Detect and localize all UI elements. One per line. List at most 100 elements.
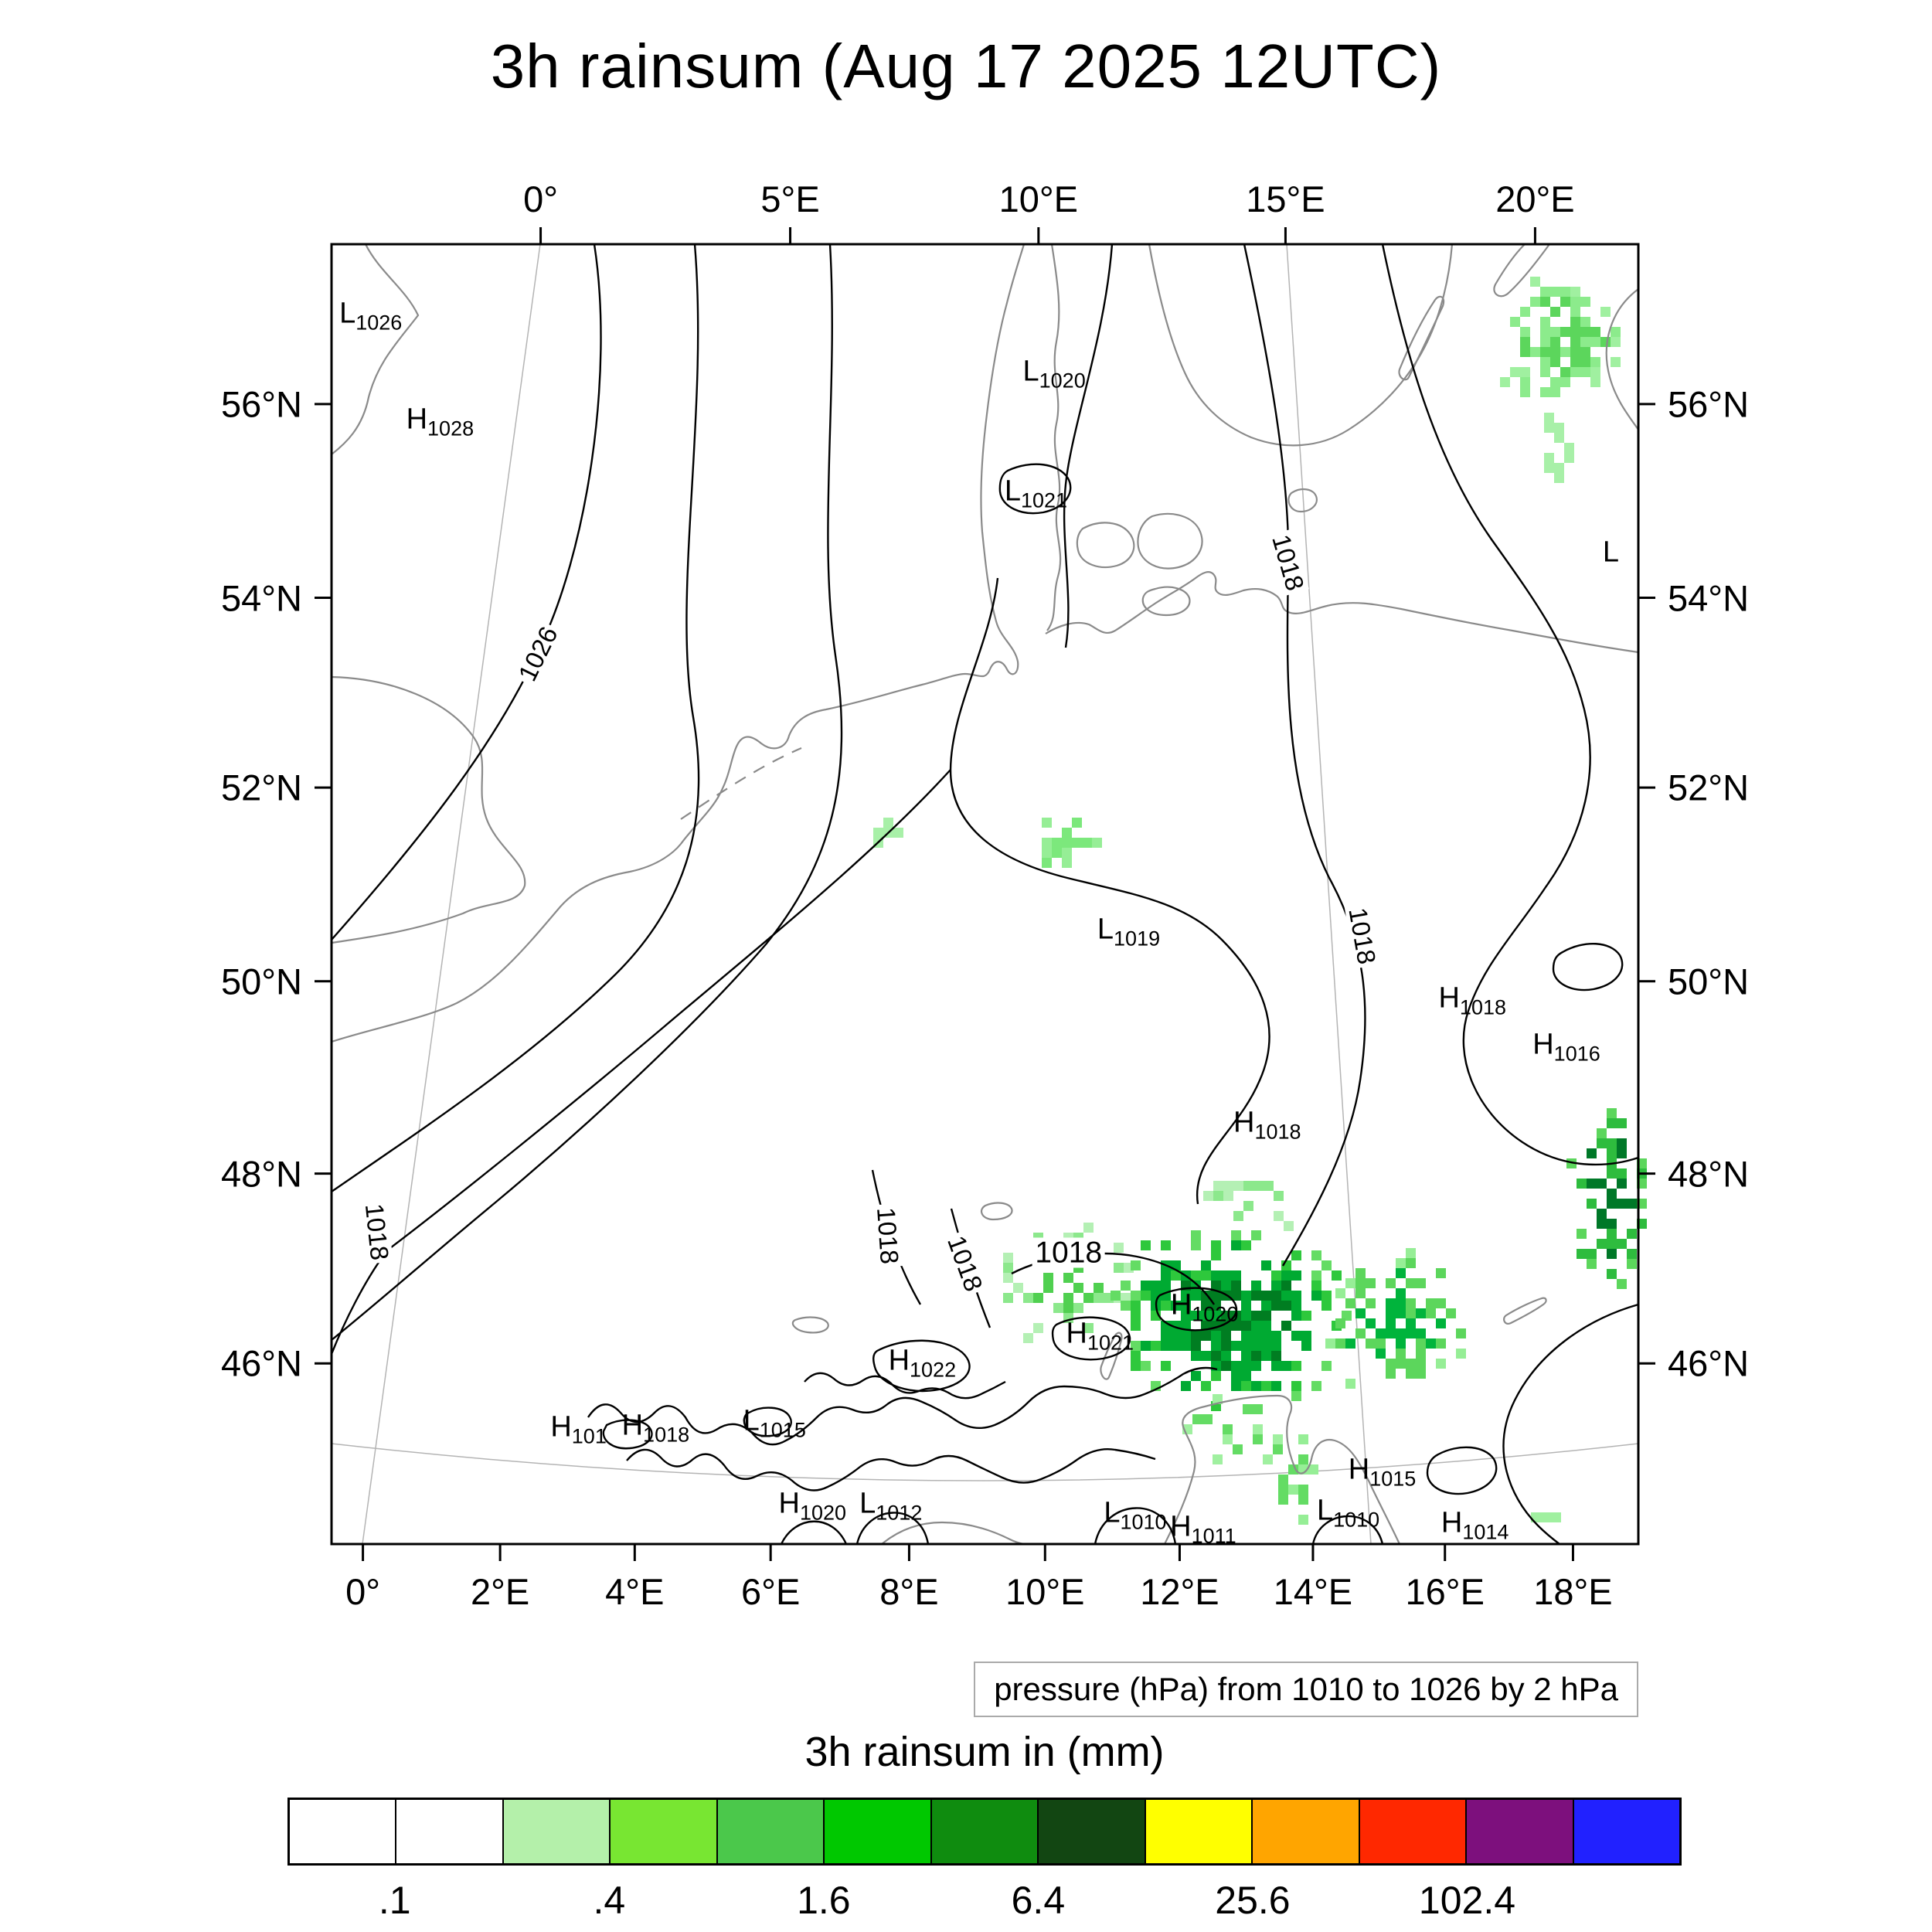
- rain-pixel: [1111, 1291, 1121, 1301]
- rain-pixel: [1301, 1341, 1311, 1351]
- pressure-value: 1018: [1459, 995, 1506, 1019]
- rain-pixel: [1611, 337, 1621, 347]
- rain-pixel: [1416, 1349, 1426, 1359]
- rain-pixel: [1192, 1414, 1202, 1424]
- rain-pixel: [1191, 1371, 1201, 1381]
- rain-pixel: [1436, 1359, 1446, 1369]
- contour-value-label: 1018: [360, 1199, 394, 1265]
- rain-pixel: [1241, 1301, 1251, 1311]
- rain-pixel: [1291, 1250, 1301, 1260]
- rain-pixel: [1271, 1331, 1281, 1341]
- rain-pixel: [1251, 1321, 1261, 1331]
- rain-pixel: [1436, 1268, 1446, 1278]
- rain-pixel: [1580, 347, 1590, 357]
- rain-pixel: [1114, 1243, 1124, 1253]
- rain-pixel: [1540, 297, 1550, 307]
- rain-pixel: [1241, 1371, 1251, 1381]
- rain-pixel: [1570, 357, 1580, 367]
- rain-pixel: [1416, 1308, 1426, 1318]
- rain-pixel: [1416, 1278, 1426, 1288]
- rain-pixel: [1580, 297, 1590, 307]
- rain-pixel: [1231, 1321, 1241, 1331]
- rain-pixel: [1321, 1260, 1332, 1270]
- rain-pixel: [1406, 1359, 1416, 1369]
- rain-pixel: [1141, 1291, 1151, 1301]
- rain-pixel: [1560, 297, 1570, 307]
- pressure-center-label: L1019: [1097, 914, 1160, 949]
- rain-pixel: [1221, 1311, 1231, 1321]
- rain-pixel: [1191, 1311, 1201, 1321]
- axis-label-left: 52°N: [220, 767, 302, 808]
- axis-label-right: 52°N: [1668, 767, 1750, 808]
- rain-pixel: [1161, 1240, 1171, 1250]
- rain-pixel: [1311, 1250, 1321, 1260]
- rain-pixel: [1311, 1270, 1321, 1281]
- pressure-value: 1010: [1120, 1510, 1167, 1534]
- axis-label-bottom: 2°E: [470, 1571, 530, 1612]
- rain-pixel: [1251, 1230, 1261, 1240]
- rain-pixel: [1231, 1230, 1241, 1240]
- rain-pixel: [1181, 1291, 1191, 1301]
- rain-pixel: [1298, 1495, 1308, 1505]
- rain-pixel: [1366, 1278, 1376, 1288]
- rain-pixel: [1231, 1341, 1241, 1351]
- pressure-letter: H: [1438, 981, 1460, 1015]
- rain-pixel: [1386, 1308, 1396, 1318]
- rain-pixel: [1181, 1341, 1191, 1351]
- colorbar-tick-label: 102.4: [1418, 1879, 1516, 1922]
- rain-pixel: [1366, 1298, 1376, 1308]
- pressure-letter: L: [1104, 1496, 1121, 1529]
- colorbar-tick-label: .1: [378, 1879, 411, 1922]
- pressure-value: 1014: [1462, 1520, 1509, 1544]
- rain-pixel: [1396, 1308, 1406, 1318]
- rain-pixel: [1161, 1331, 1171, 1341]
- rain-pixel: [1570, 337, 1580, 347]
- rain-pixel: [1570, 367, 1580, 377]
- rain-pixel: [1003, 1293, 1013, 1303]
- rain-pixel: [1161, 1270, 1171, 1281]
- rain-pixel: [1261, 1260, 1271, 1270]
- rain-pixel: [1213, 1394, 1223, 1404]
- rain-pixel: [1607, 1249, 1617, 1259]
- rain-pixel: [1271, 1291, 1281, 1301]
- rain-pixel: [1181, 1331, 1191, 1341]
- rain-pixel: [1253, 1424, 1263, 1434]
- rain-pixel: [1131, 1311, 1141, 1321]
- rain-pixel: [1607, 1168, 1617, 1179]
- rain-pixel: [1221, 1281, 1231, 1291]
- rain-pixel: [1530, 277, 1540, 287]
- rain-pixel: [1406, 1318, 1416, 1328]
- colorbar-segment: [1145, 1800, 1253, 1863]
- colorbar-segment: [290, 1800, 397, 1863]
- rain-pixel: [1617, 1138, 1627, 1148]
- pressure-center-label: H1014: [1441, 1509, 1509, 1543]
- rain-pixel: [1063, 1303, 1073, 1313]
- pressure-center-label: L1012: [859, 1489, 922, 1524]
- rain-pixel: [1540, 317, 1550, 327]
- rain-pixel: [1263, 1454, 1273, 1464]
- rain-pixel: [1416, 1338, 1426, 1349]
- rain-pixel: [1251, 1341, 1261, 1351]
- rain-pixel: [1386, 1318, 1396, 1328]
- rain-pixel: [1600, 307, 1611, 317]
- rain-pixel: [1426, 1298, 1436, 1308]
- colorbar-tick-label: 1.6: [797, 1879, 851, 1922]
- rain-pixel: [1023, 1333, 1033, 1343]
- rain-pixel: [1587, 1249, 1597, 1259]
- rain-pixel: [1325, 1338, 1335, 1349]
- rain-pixel: [1231, 1291, 1241, 1301]
- rain-pixel: [1291, 1361, 1301, 1371]
- rain-pixel: [1617, 1118, 1627, 1128]
- rain-pixel: [1566, 1158, 1577, 1168]
- rain-pixel: [1301, 1311, 1311, 1321]
- rain-pixel: [1043, 1273, 1053, 1283]
- pressure-value: 1015: [759, 1418, 806, 1442]
- rain-pixel: [1544, 463, 1554, 473]
- rain-pixel: [1342, 1311, 1352, 1321]
- axis-label-right: 54°N: [1668, 577, 1750, 618]
- rain-pixel: [1416, 1369, 1426, 1379]
- rain-pixel: [1161, 1361, 1171, 1371]
- colorbar-tick-label: 6.4: [1011, 1879, 1066, 1922]
- rain-pixel: [1253, 1434, 1263, 1444]
- rain-pixel: [1298, 1454, 1308, 1464]
